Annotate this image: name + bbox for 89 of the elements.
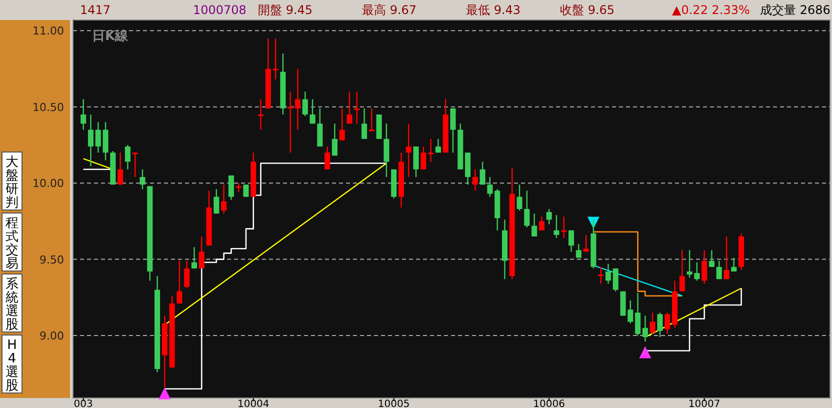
candlestick bbox=[176, 260, 182, 304]
candlestick bbox=[524, 190, 530, 228]
candlestick bbox=[561, 216, 567, 239]
x-tick-label: 10006 bbox=[533, 399, 565, 408]
candlestick bbox=[80, 98, 86, 130]
candlestick bbox=[102, 122, 108, 161]
text: 收盤 9.65 bbox=[560, 3, 615, 17]
candlestick bbox=[731, 257, 737, 272]
text: 最高 9.67 bbox=[362, 3, 417, 17]
candlestick bbox=[214, 188, 220, 214]
text: 系統選股 bbox=[6, 277, 18, 332]
candlestick bbox=[88, 114, 94, 167]
candlestick bbox=[612, 268, 618, 292]
candlestick bbox=[650, 312, 656, 335]
candlestick bbox=[354, 91, 360, 124]
candlestick bbox=[532, 212, 538, 238]
candlestick bbox=[450, 108, 456, 154]
candlestick bbox=[302, 91, 308, 117]
candlestick bbox=[124, 144, 130, 170]
candlestick bbox=[132, 152, 138, 178]
point bbox=[639, 346, 652, 358]
candlestick bbox=[546, 208, 552, 225]
text: 最低 9.43 bbox=[466, 3, 521, 17]
candlestick bbox=[568, 230, 574, 252]
candlestick bbox=[361, 108, 368, 140]
candlestick bbox=[635, 292, 641, 336]
candlestick bbox=[288, 91, 294, 154]
candlestick bbox=[472, 168, 478, 192]
candlestick bbox=[598, 266, 604, 284]
y-tick-label: 10.00 bbox=[32, 177, 64, 190]
candlestick bbox=[332, 123, 338, 156]
candlestick bbox=[236, 182, 242, 193]
candlestick bbox=[140, 168, 146, 190]
candlestick bbox=[480, 161, 486, 186]
candlestick bbox=[346, 91, 352, 124]
candlestick bbox=[228, 174, 234, 200]
text: 開盤 9.45 bbox=[258, 3, 313, 17]
candlestick bbox=[317, 108, 323, 148]
candlestick bbox=[339, 108, 345, 142]
candlestick bbox=[702, 250, 708, 284]
y-tick-label: 9.00 bbox=[40, 330, 64, 343]
text: 成交量 2686 bbox=[760, 3, 830, 17]
candlestick bbox=[198, 236, 204, 270]
point bbox=[158, 387, 171, 400]
candlestick bbox=[428, 138, 434, 162]
candlestick bbox=[538, 216, 544, 231]
text: 1000708 bbox=[193, 3, 246, 17]
x-tick-label: 003 bbox=[74, 399, 93, 408]
candlestick bbox=[310, 98, 316, 124]
candlestick bbox=[243, 184, 249, 198]
candlestick bbox=[487, 176, 493, 198]
candlestick bbox=[368, 108, 374, 132]
candlestick bbox=[258, 98, 264, 130]
candlestick bbox=[679, 250, 685, 292]
candlestick bbox=[118, 152, 124, 186]
candlestick bbox=[554, 214, 560, 239]
candlestick bbox=[605, 263, 611, 284]
x-tick-label: 10007 bbox=[688, 399, 720, 408]
text: 大盤研判 bbox=[6, 155, 18, 210]
candlestick bbox=[272, 38, 278, 80]
candlestick bbox=[95, 122, 101, 154]
candlestick bbox=[221, 184, 227, 214]
candlestick bbox=[294, 68, 301, 130]
candlestick bbox=[191, 246, 198, 270]
y-tick-label: 10.50 bbox=[32, 100, 64, 114]
candlestick bbox=[413, 146, 419, 178]
text: 程式交易 bbox=[6, 216, 18, 272]
candlestick bbox=[708, 250, 714, 268]
candlestick bbox=[516, 184, 522, 212]
y-tick-label: 11.00 bbox=[32, 24, 64, 38]
candlestick bbox=[435, 138, 441, 154]
candlestick bbox=[324, 146, 330, 170]
text: ▲0.22 2.33% bbox=[672, 3, 750, 17]
candlestick bbox=[642, 315, 648, 342]
candlestick bbox=[406, 123, 412, 178]
text: H4選股 bbox=[6, 338, 18, 394]
candlestick bbox=[657, 312, 663, 338]
x-tick-label: 10004 bbox=[237, 399, 270, 408]
candlestick bbox=[420, 146, 426, 170]
y-tick-label: 9.50 bbox=[40, 253, 64, 266]
candlestick bbox=[384, 123, 390, 178]
candlestick bbox=[724, 236, 730, 280]
candlestick bbox=[184, 260, 190, 289]
candlestick bbox=[583, 234, 589, 252]
candlestick bbox=[716, 260, 722, 280]
x-tick-label: 10005 bbox=[378, 399, 410, 408]
candlestick bbox=[664, 312, 670, 335]
text: 1417 bbox=[80, 3, 111, 17]
candlestick bbox=[576, 243, 582, 258]
